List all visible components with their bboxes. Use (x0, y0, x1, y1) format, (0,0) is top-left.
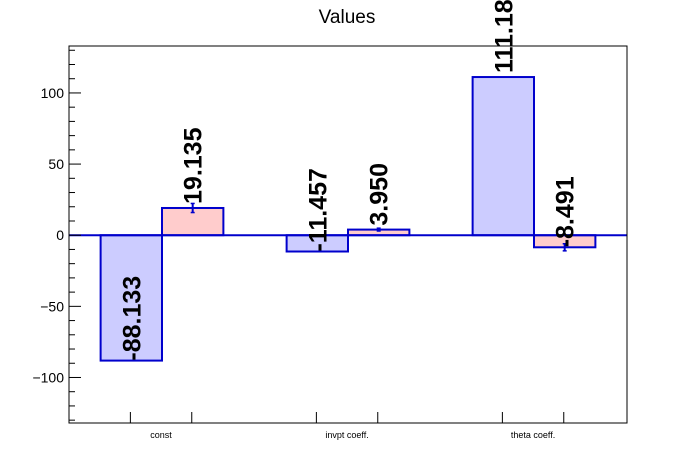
bars-layer (99, 76, 597, 362)
bar (471, 76, 535, 237)
x-category-label: theta coeff. (511, 430, 555, 440)
data-label: 111.18 (490, 0, 518, 73)
y-tick-label: 100 (41, 85, 65, 101)
data-labels-layer: -88.133 -11.457 111.18 19.135 3.950 -8.491 (118, 0, 579, 361)
data-label: 3.950 (366, 163, 394, 226)
axes-layer: −100 −50 0 50 100 const invpt coeff. theta coef… (32, 49, 565, 440)
bar (99, 234, 164, 362)
data-label: -11.457 (304, 168, 332, 251)
y-tick-label: −50 (40, 298, 64, 314)
x-category-label: const (150, 430, 172, 440)
chart-title: Values (319, 7, 376, 28)
data-label: -88.133 (118, 276, 146, 361)
y-tick-label: 50 (48, 156, 64, 172)
x-category-label: invpt coeff. (325, 430, 368, 440)
data-label: 19.135 (180, 127, 208, 204)
y-tick-label: −100 (32, 369, 64, 385)
data-label: -8.491 (552, 176, 580, 247)
plot-frame (68, 45, 628, 424)
y-tick-label: 0 (56, 227, 64, 243)
